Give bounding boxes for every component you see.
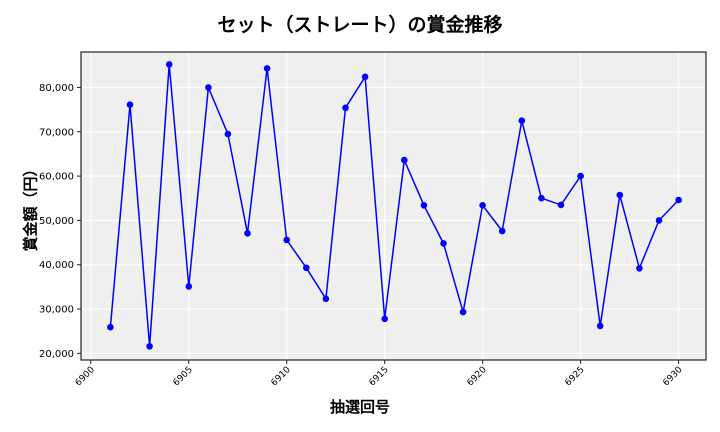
x-tick-label: 6920 <box>465 365 488 388</box>
data-point <box>557 201 565 209</box>
data-point <box>185 283 193 290</box>
data-series <box>107 61 682 350</box>
data-point <box>303 264 310 272</box>
x-tick-label: 6925 <box>563 365 586 388</box>
y-tick-label: 50,000 <box>39 216 74 227</box>
data-point <box>479 202 486 209</box>
data-point <box>126 101 134 108</box>
x-tick-label: 6910 <box>270 365 293 388</box>
data-point <box>146 343 153 350</box>
data-point <box>440 240 447 247</box>
data-point <box>381 315 389 323</box>
data-point <box>244 230 251 237</box>
x-tick-label: 6905 <box>172 365 195 388</box>
x-tick-label: 6930 <box>661 365 684 388</box>
data-point <box>342 104 349 112</box>
x-axis-label: 抽選回号 <box>329 398 390 416</box>
plot-frame <box>80 51 707 361</box>
y-tick-label: 70,000 <box>39 127 74 138</box>
data-point <box>322 295 330 303</box>
data-point <box>401 156 408 164</box>
data-point <box>459 308 467 316</box>
y-axis-ticks: 20,000 30,000 40,000 50,000 60,000 70,000 80,0… <box>39 83 81 360</box>
data-point <box>498 227 506 235</box>
data-point <box>675 196 682 204</box>
x-tick-label: 6900 <box>74 365 97 388</box>
data-point <box>283 236 291 244</box>
data-point <box>596 322 604 330</box>
y-tick-label: 80,000 <box>39 83 74 94</box>
data-point <box>107 323 114 331</box>
data-point <box>361 73 369 81</box>
y-tick-label: 60,000 <box>39 172 74 183</box>
x-axis-ticks: 6900 6905 6910 6915 6920 6925 6930 <box>74 360 685 388</box>
grid-lines <box>81 52 706 360</box>
y-tick-label: 40,000 <box>39 260 74 271</box>
data-point <box>224 130 232 138</box>
data-point <box>518 117 526 124</box>
data-point <box>655 217 663 224</box>
data-point <box>165 61 173 68</box>
series-line <box>109 64 680 347</box>
y-tick-label: 30,000 <box>39 305 74 316</box>
data-point <box>205 84 212 91</box>
y-tick-label: 20,000 <box>39 349 74 360</box>
data-point <box>420 202 428 209</box>
data-point <box>263 65 271 72</box>
chart-title: セット（ストレート）の賞金推移 <box>217 14 503 36</box>
data-point <box>538 194 545 202</box>
data-point <box>577 172 584 180</box>
data-point <box>616 191 624 199</box>
plot-background <box>81 52 706 360</box>
data-point <box>636 265 643 272</box>
x-tick-label: 6915 <box>368 365 391 388</box>
